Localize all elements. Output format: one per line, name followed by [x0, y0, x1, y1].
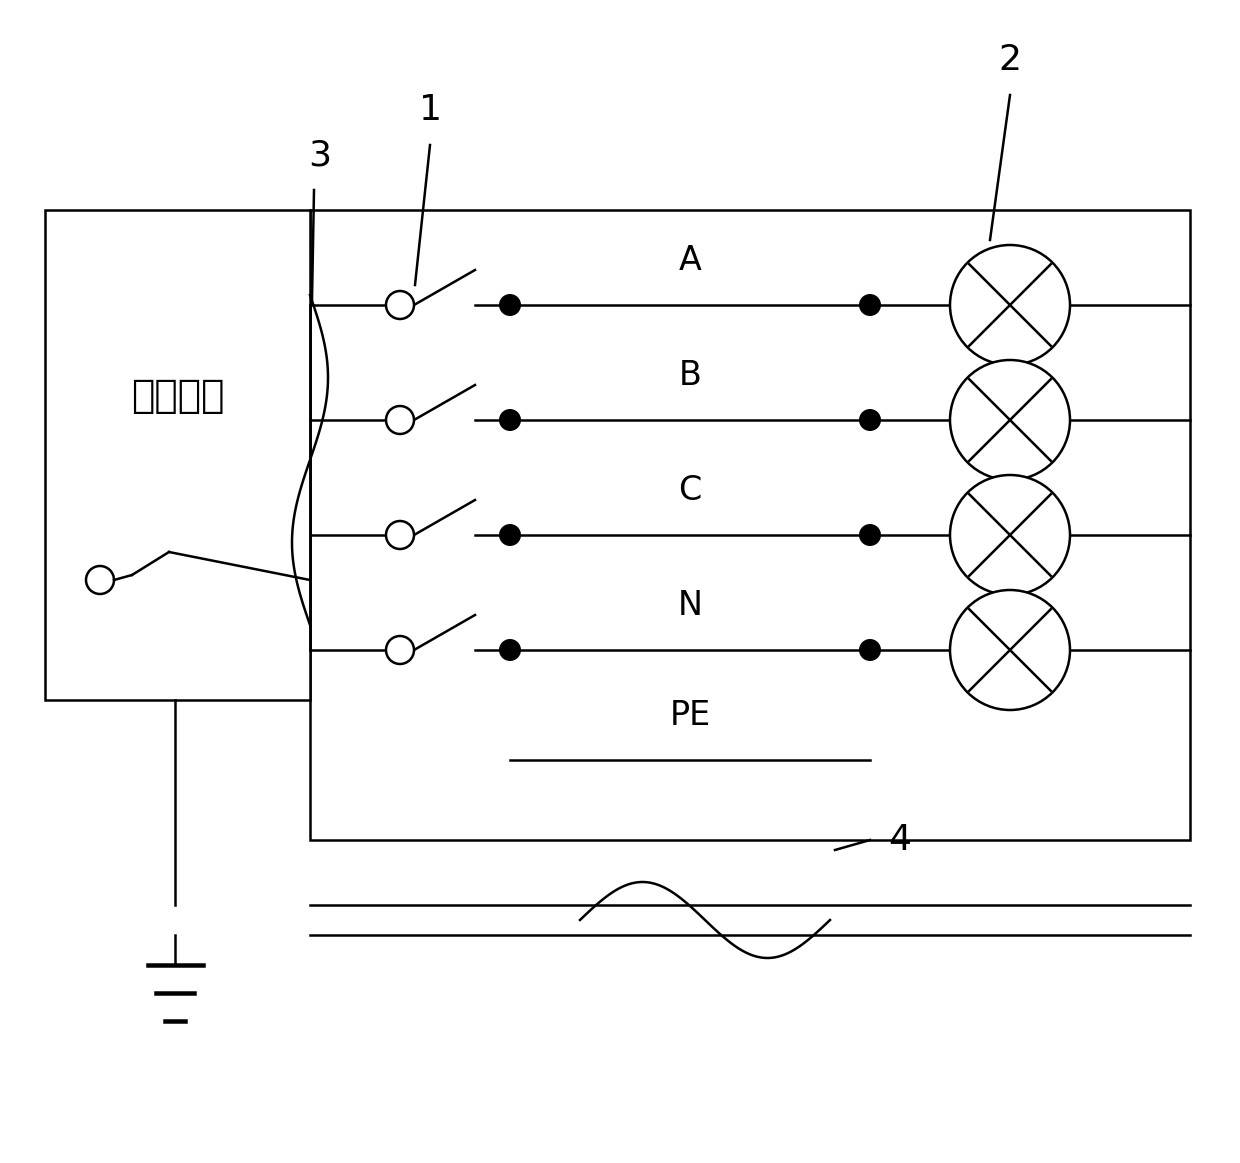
Text: 1: 1	[419, 93, 441, 127]
Circle shape	[950, 361, 1070, 480]
Circle shape	[859, 525, 880, 545]
Text: A: A	[678, 244, 702, 277]
Text: N: N	[677, 588, 703, 622]
Circle shape	[386, 406, 414, 434]
FancyBboxPatch shape	[310, 211, 1190, 840]
Circle shape	[859, 409, 880, 431]
Text: 3: 3	[309, 138, 331, 172]
Text: PE: PE	[670, 699, 711, 732]
Circle shape	[498, 294, 521, 316]
Circle shape	[386, 291, 414, 319]
FancyBboxPatch shape	[45, 211, 310, 700]
Circle shape	[498, 638, 521, 661]
Circle shape	[950, 475, 1070, 595]
Circle shape	[498, 409, 521, 431]
Circle shape	[950, 590, 1070, 709]
Text: B: B	[678, 359, 702, 392]
Text: C: C	[678, 475, 702, 507]
Circle shape	[498, 525, 521, 545]
Circle shape	[859, 638, 880, 661]
Text: 路灯筱变: 路灯筱变	[130, 377, 224, 415]
Circle shape	[386, 636, 414, 664]
Text: 2: 2	[998, 43, 1022, 77]
Circle shape	[859, 294, 880, 316]
Circle shape	[386, 521, 414, 549]
Text: 4: 4	[889, 823, 911, 857]
Circle shape	[950, 245, 1070, 365]
